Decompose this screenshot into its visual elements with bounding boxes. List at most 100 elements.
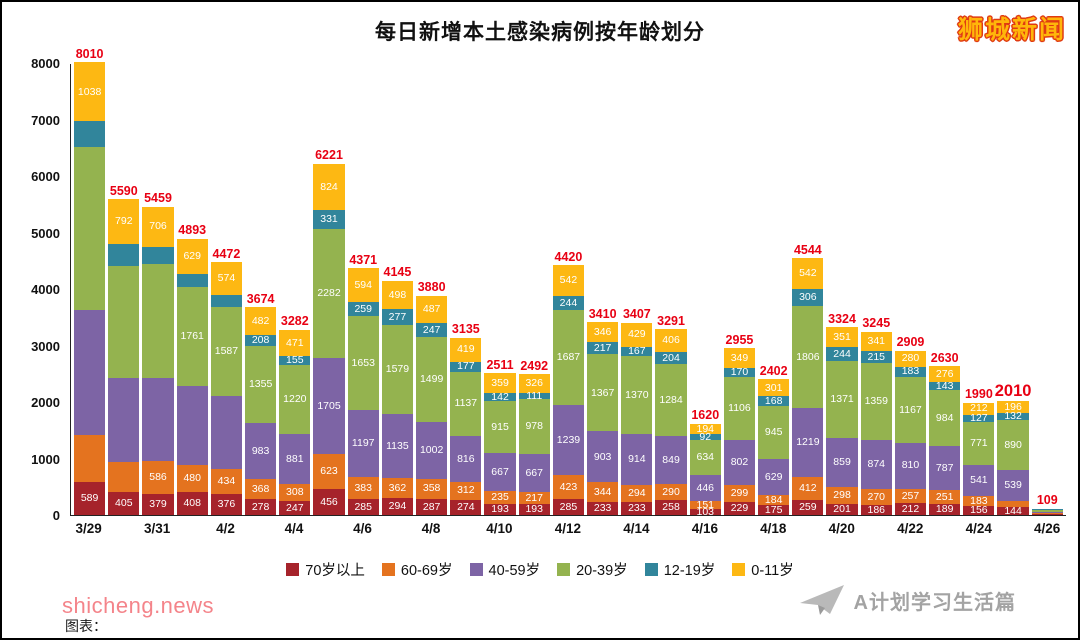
bar-segment: 586 [142,460,174,494]
bar-segment: 480 [176,464,208,492]
segment-value-label: 434 [217,475,236,488]
bar-total-label: 8010 [75,46,104,61]
bar-segment: 312 [450,481,482,500]
segment-value-label: 287 [422,500,441,513]
bar-segment: 498 [381,280,414,309]
bar-segment: 341 [860,331,892,351]
bar-segment: 170 [723,367,756,378]
segment-value-label: 456 [320,495,338,508]
segment-value-label: 229 [730,502,749,515]
bar-segment: 1653 [347,316,379,410]
bar-total-label: 2010 [994,381,1032,400]
bar-segment: 301 [758,379,790,397]
bar-segment: 419 [450,337,482,362]
segment-value-label: 196 [1004,400,1022,413]
segment-value-label: 92 [699,430,712,443]
segment-value-label: 629 [764,470,783,483]
segment-value-label: 539 [1004,479,1022,492]
bar-segment: 1167 [894,376,927,443]
segment-value-label: 1197 [351,437,375,450]
bar-segment: 859 [826,438,858,487]
segment-value-label: 1371 [830,393,854,406]
segment-value-label: 341 [867,335,886,348]
bar-segment: 358 [416,478,448,499]
bar-segment: 368 [245,478,277,500]
bar-segment: 212 [963,402,995,415]
bar-segment: 155 [279,355,311,365]
bar-stack: 201 298 859 1371 244 351 [826,327,858,515]
bar-stack: 589 1038 [74,62,106,515]
x-tick-label: 4/16 [691,521,718,536]
segment-value-label: 1587 [214,345,239,358]
bar-segment: 1705 [313,357,345,455]
segment-value-label: 771 [970,437,988,450]
segment-value-label: 667 [525,466,543,479]
segment-value-label: 914 [628,453,646,466]
legend-swatch [286,563,300,576]
bar-segment: 2282 [313,228,345,358]
bar-segment: 1135 [381,413,414,478]
x-tick-label: 4/20 [828,521,855,536]
segment-value-label: 298 [833,488,851,501]
bar-column-4-8: 3880 287 358 1002 1499 247 487 [416,281,448,515]
bar-total-label: 2909 [896,335,925,350]
x-tick-label: 4/26 [1034,521,1061,536]
bar-segment: 406 [655,329,687,353]
segment-value-label: 376 [217,498,236,511]
bar-column-4-25: 2010 144 539 890 132 196 [995,383,1032,516]
segment-value-label: 103 [696,505,715,518]
bar-segment: 456 [313,489,345,515]
segment-value-label: 312 [457,484,475,497]
bar-segment: 1579 [381,324,414,414]
y-tick-label: 2000 [31,395,60,410]
bar-segment: 574 [210,262,243,295]
segment-value-label: 594 [354,278,372,291]
bar-total-label: 5459 [144,191,172,206]
segment-value-label: 189 [935,503,954,516]
bar-segment: 1371 [826,360,858,439]
segment-value-label: 212 [901,502,920,515]
bar-segment: 667 [518,454,550,492]
bar-segment: 349 [723,348,756,368]
segment-value-label: 983 [251,444,270,457]
segment-value-label: 1355 [248,378,273,391]
bar-total-label: 3135 [451,322,480,337]
x-tick-label [792,521,823,536]
segment-value-label: 1761 [180,330,204,343]
segment-value-label: 498 [388,288,407,301]
bar-segment: 542 [552,265,585,296]
bar-column-4-11: 2492 193 217 667 978 111 326 [518,360,550,515]
bar-segment: 771 [963,421,995,466]
segment-value-label: 1135 [386,439,409,452]
bar-segment: 233 [587,501,619,515]
segment-value-label: 235 [491,491,509,504]
bar-total-label: 2630 [930,350,959,365]
bar-segment: 193 [518,504,550,515]
x-tick-label: 4/18 [760,521,787,536]
bar-segment: 156 [963,505,995,515]
legend-swatch [557,563,571,576]
segment-value-label: 308 [286,486,304,499]
legend-item: 0-11岁 [732,559,794,580]
segment-value-label: 890 [1004,438,1022,451]
legend-swatch [469,563,483,576]
bar-segment: 634 [689,439,721,476]
bar-total-label: 4371 [349,252,378,267]
bar-segment: 215 [860,350,892,364]
bar-segment: 229 [723,502,756,515]
bar-segment: 1370 [621,356,653,434]
bar-column-4-3: 3674 278 368 983 1355 208 482 [245,293,277,515]
segment-value-label: 405 [115,497,133,510]
legend-label: 60-69岁 [400,563,453,579]
bar-column-4-9: 3135 274 312 816 1137 177 419 [450,322,482,515]
bar-total-label: 1620 [691,408,720,423]
segment-value-label: 787 [935,461,954,474]
bar-segment: 792 [108,199,140,244]
bar-column-4-7: 4145 294 362 1135 1579 277 498 [381,266,414,515]
segment-value-label: 233 [628,502,646,515]
segment-value-label: 383 [354,481,372,494]
bar-segment: 233 [621,501,653,515]
bar-segment: 204 [655,352,687,364]
bar-segment: 1038 [74,62,106,122]
bar-segment [1031,514,1063,515]
